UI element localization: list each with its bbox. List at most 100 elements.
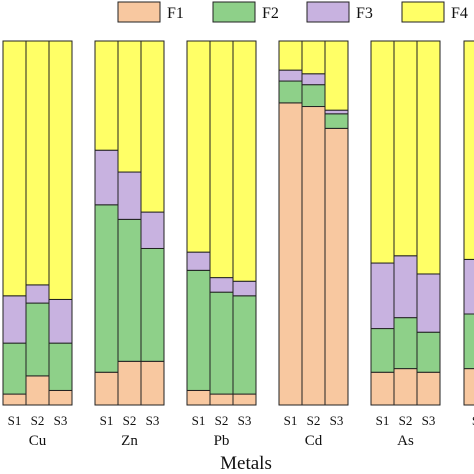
segment-zn-s2-f3: [117, 171, 142, 220]
legend-item-f1: F1: [117, 1, 184, 23]
legend-label-f1: F1: [167, 5, 184, 22]
tick-label-pb-s3: S3: [238, 413, 252, 428]
segment-cu-s3-f4: [48, 40, 73, 300]
bar-cu-s3: [48, 40, 73, 406]
tick-label-extra-s: S: [472, 413, 474, 428]
segment-zn-s2-f2: [117, 218, 142, 362]
segment-cd-s1-f2: [278, 80, 303, 104]
tick-label-cd-s2: S2: [307, 413, 321, 428]
segment-cu-s3-f1: [48, 389, 73, 406]
segment-cd-s2-f2: [301, 84, 326, 108]
segment-pb-s1-f4: [186, 40, 211, 253]
segment-cd-s3-f4: [324, 40, 349, 111]
segment-zn-s1-f2: [94, 204, 119, 373]
segment-zn-s2-f1: [117, 360, 142, 406]
tick-label-zn-s1: S1: [100, 413, 114, 428]
bar-as-s1: [370, 40, 395, 406]
legend-swatch-f3: [306, 1, 350, 23]
segment-cu-s2-f2: [25, 302, 50, 377]
legend-label-f4: F4: [451, 5, 468, 22]
group-label-cd: Cd: [305, 433, 323, 449]
segment-as-s1-f2: [370, 328, 395, 373]
sample-tick-labels: S1 S2 S3 S1 S2 S3 S1 S2 S3 S1 S2 S3 S1 S2 S3 S: [8, 413, 474, 428]
tick-label-pb-s2: S2: [215, 413, 229, 428]
segment-zn-s1-f1: [94, 371, 119, 406]
legend-item-f3: F3: [306, 1, 373, 23]
segment-as-s2-f1: [393, 368, 418, 406]
tick-label-as-s1: S1: [376, 413, 390, 428]
segment-as-s3-f4: [416, 40, 441, 275]
segment-pb-s3-f3: [232, 280, 257, 297]
group-label-as: As: [397, 433, 414, 449]
segment-extra-s-f1: [463, 368, 474, 406]
segment-cu-s2-f3: [25, 284, 50, 304]
bar-cu-s1: [2, 40, 27, 406]
segment-zn-s3-f3: [140, 211, 165, 249]
segment-pb-s1-f2: [186, 269, 211, 391]
segment-cu-s2-f1: [25, 375, 50, 406]
segment-pb-s1-f1: [186, 389, 211, 406]
bar-cd-s2: [301, 40, 326, 406]
segment-extra-s-f4: [463, 40, 474, 260]
group-label-zn: Zn: [121, 433, 138, 449]
bar-cd-s1: [278, 40, 303, 406]
segment-cd-s3-f1: [324, 127, 349, 406]
bar-cd-s3: [324, 40, 349, 406]
segment-pb-s2-f2: [209, 291, 234, 395]
bars-layer: [2, 40, 474, 406]
segment-cu-s1-f1: [2, 393, 27, 406]
segment-as-s1-f4: [370, 40, 395, 264]
segment-cd-s2-f1: [301, 106, 326, 406]
segment-extra-s-f3: [463, 258, 474, 315]
bar-as-s2: [393, 40, 418, 406]
metal-group-labels: Cu Zn Pb Cd As: [29, 433, 414, 449]
legend-label-f2: F2: [262, 5, 279, 22]
segment-pb-s1-f3: [186, 251, 211, 271]
segment-pb-s3-f2: [232, 295, 257, 395]
segment-as-s1-f1: [370, 371, 395, 406]
bar-zn-s3: [140, 40, 165, 406]
segment-cu-s1-f3: [2, 295, 27, 344]
segment-cd-s1-f3: [278, 69, 303, 82]
segment-extra-s-f2: [463, 313, 474, 370]
bar-extra-s: [463, 40, 474, 406]
segment-cd-s2-f3: [301, 73, 326, 86]
segment-pb-s2-f3: [209, 277, 234, 293]
bar-as-s3: [416, 40, 441, 406]
segment-cu-s1-f4: [2, 40, 27, 297]
bar-pb-s2: [209, 40, 234, 406]
bar-zn-s2: [117, 40, 142, 406]
tick-label-zn-s3: S3: [146, 413, 160, 428]
bar-cu-s2: [25, 40, 50, 406]
tick-label-cu-s3: S3: [54, 413, 68, 428]
segment-cd-s1-f1: [278, 102, 303, 406]
segment-pb-s3-f4: [232, 40, 257, 282]
group-label-pb: Pb: [214, 433, 230, 449]
legend-item-f2: F2: [212, 1, 279, 23]
tick-label-as-s2: S2: [399, 413, 413, 428]
x-axis-label: Metals: [220, 453, 272, 474]
segment-cu-s2-f4: [25, 40, 50, 286]
tick-label-cu-s2: S2: [31, 413, 45, 428]
segment-pb-s2-f1: [209, 393, 234, 406]
tick-label-as-s3: S3: [422, 413, 436, 428]
segment-cu-s3-f3: [48, 298, 73, 344]
tick-label-cd-s3: S3: [330, 413, 344, 428]
tick-label-pb-s1: S1: [192, 413, 206, 428]
segment-as-s3-f1: [416, 371, 441, 406]
segment-as-s2-f2: [393, 317, 418, 370]
tick-label-zn-s2: S2: [123, 413, 137, 428]
segment-zn-s3-f4: [140, 40, 165, 213]
segment-as-s3-f3: [416, 273, 441, 333]
bar-pb-s3: [232, 40, 257, 406]
tick-label-cd-s1: S1: [284, 413, 298, 428]
bar-pb-s1: [186, 40, 211, 406]
segment-as-s3-f2: [416, 331, 441, 373]
segment-pb-s2-f4: [209, 40, 234, 279]
segment-as-s2-f3: [393, 255, 418, 319]
segment-as-s1-f3: [370, 262, 395, 330]
segment-cu-s3-f2: [48, 342, 73, 391]
segment-zn-s1-f4: [94, 40, 119, 151]
legend-swatch-f4: [401, 1, 445, 23]
